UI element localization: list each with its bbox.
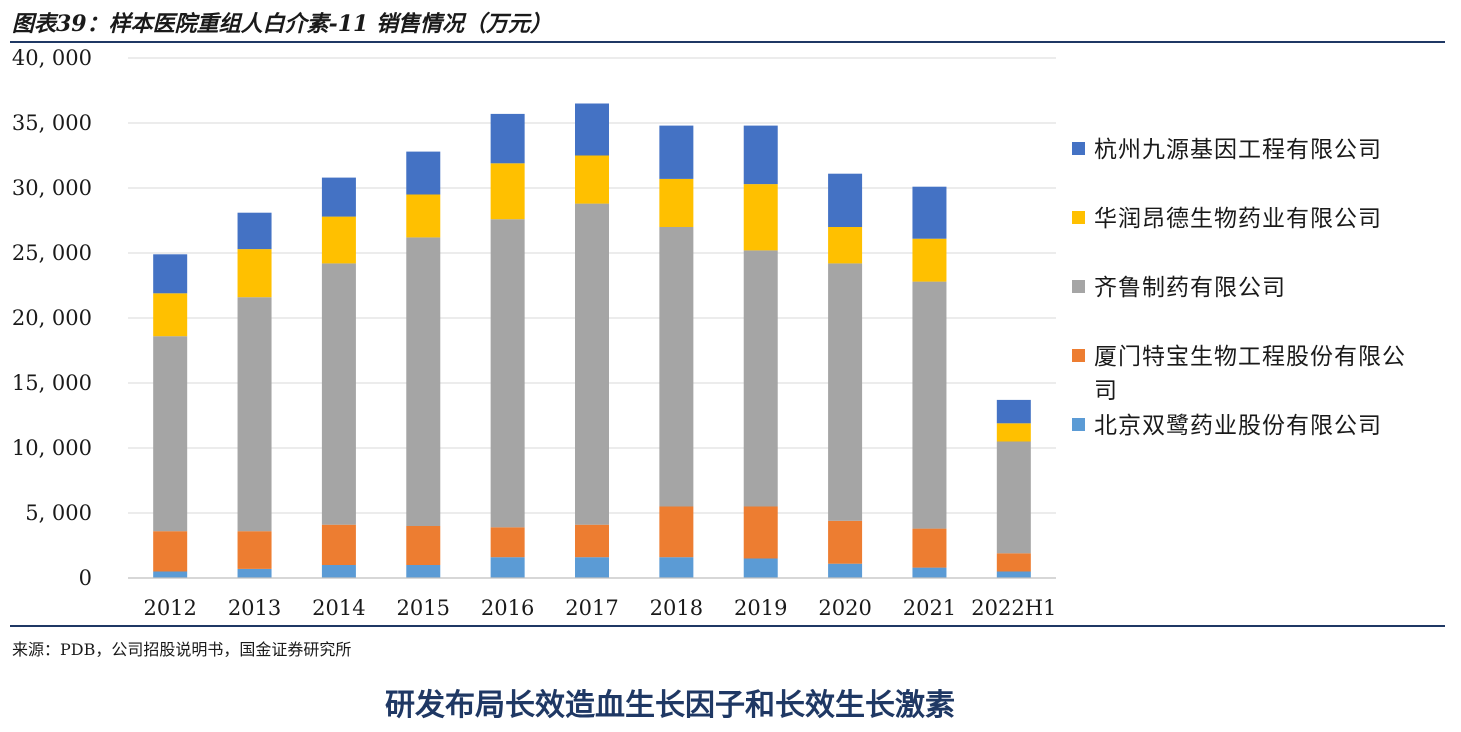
x-tick-label: 2015 [397,596,450,620]
x-tick-label: 2012 [143,596,196,620]
legend-item-huarun: 华润昂德生物药业有限公司 [1072,202,1424,236]
bar-segment [912,567,947,578]
top-rule [10,41,1445,43]
legend-label: 北京双鹭药业股份有限公司 [1094,413,1382,439]
bar-segment [828,173,863,227]
y-tick-label: 35, 000 [12,111,92,135]
bar-segment [321,216,356,264]
y-axis-ticks: 0 5, 000 10, 000 15, 000 20, 000 25, 000 30, 0… [12,46,92,590]
bar-segment [237,249,272,298]
legend-item-shuanglu: 北京双鹭药业股份有限公司 [1072,409,1424,443]
x-tick-label: 2021 [903,596,956,620]
bar-segment [996,399,1031,424]
bar-segment [237,297,272,532]
bar-segment [153,531,188,572]
x-tick-label: 2019 [734,596,787,620]
bottom-rule [10,625,1445,627]
bar-segment [828,263,863,521]
bar-segment [490,219,525,528]
bar-segment [743,558,778,578]
bar-segment [659,125,694,179]
legend-label: 厦门特宝生物工程股份有限公司 [1094,344,1406,404]
bar-segment [996,553,1031,572]
bar-segment [321,177,356,217]
legend-item-jiuyuan: 杭州九源基因工程有限公司 [1072,133,1424,167]
bar-segment [659,506,694,558]
y-tick-label: 0 [79,566,92,590]
y-tick-label: 15, 000 [12,371,92,395]
bar-segment [743,250,778,507]
bar-segment [659,557,694,578]
bar-segment [237,531,272,569]
bar-segment [828,227,863,264]
bar-segment [321,524,356,565]
bar-segment [490,113,525,164]
bar-segment [153,293,188,337]
legend-swatch [1072,211,1085,224]
figure-title: 图表39：样本医院重组人白介素-11 销售情况（万元） [12,11,553,37]
bar-segment [490,163,525,220]
bar-segment [912,281,947,529]
bar-segment [575,203,609,525]
x-tick-label: 2016 [481,596,534,620]
bar-segment [406,194,441,238]
x-tick-label: 2018 [650,596,703,620]
x-tick-label: 2022H1 [971,596,1056,620]
legend-label: 杭州九源基因工程有限公司 [1094,137,1382,163]
bar-segment [828,520,863,564]
bar-segment [743,506,778,559]
bar-segment [153,571,188,578]
legend-label: 齐鲁制药有限公司 [1094,275,1286,301]
legend-swatch [1072,142,1085,155]
y-tick-label: 40, 000 [12,46,92,70]
bar-segment [996,423,1031,442]
bar-segment [406,526,441,565]
x-tick-label: 2014 [312,596,365,620]
bar-segment [659,178,694,227]
bar-segment [912,528,947,568]
bars [153,103,1031,578]
bar-segment [575,155,609,204]
bar-segment [575,103,609,156]
legend-swatch [1072,349,1085,362]
bar-segment [321,565,356,578]
bar-segment [743,125,778,185]
legend-item-tebao: 厦门特宝生物工程股份有限公司 [1072,340,1424,408]
bar-segment [406,565,441,578]
stacked-bar-chart: 0 5, 000 10, 000 15, 000 20, 000 25, 000 30, 0… [12,46,1057,620]
y-tick-label: 25, 000 [12,241,92,265]
bar-segment [237,212,272,250]
x-tick-label: 2020 [818,596,871,620]
bar-segment [912,186,947,239]
legend-swatch [1072,280,1085,293]
bar-segment [406,237,441,526]
x-tick-label: 2013 [228,596,281,620]
bar-segment [575,524,609,558]
section-heading: 研发布局长效造血生长因子和长效生长激素 [385,688,955,723]
bar-segment [659,227,694,507]
legend-label: 华润昂德生物药业有限公司 [1094,206,1382,232]
bar-segment [321,263,356,525]
bar-segment [912,238,947,282]
y-tick-label: 10, 000 [12,436,92,460]
bar-segment [743,184,778,251]
y-tick-label: 30, 000 [12,176,92,200]
bar-segment [996,571,1031,578]
bar-segment [996,441,1031,554]
legend-item-qilu: 齐鲁制药有限公司 [1072,271,1424,305]
bar-segment [490,527,525,558]
y-tick-label: 20, 000 [12,306,92,330]
bar-segment [828,563,863,578]
x-axis-ticks: 2012 2013 2014 2015 2016 2017 2018 2019 2020 2021… [143,596,1056,620]
bar-segment [575,557,609,578]
bar-segment [153,254,188,294]
bar-segment [490,557,525,578]
x-tick-label: 2017 [565,596,618,620]
source-note: 来源：PDB，公司招股说明书，国金证券研究所 [12,640,352,659]
legend-swatch [1072,418,1085,431]
bar-segment [406,151,441,195]
bar-segment [153,336,188,532]
bar-segment [237,568,272,578]
y-tick-label: 5, 000 [25,501,92,525]
